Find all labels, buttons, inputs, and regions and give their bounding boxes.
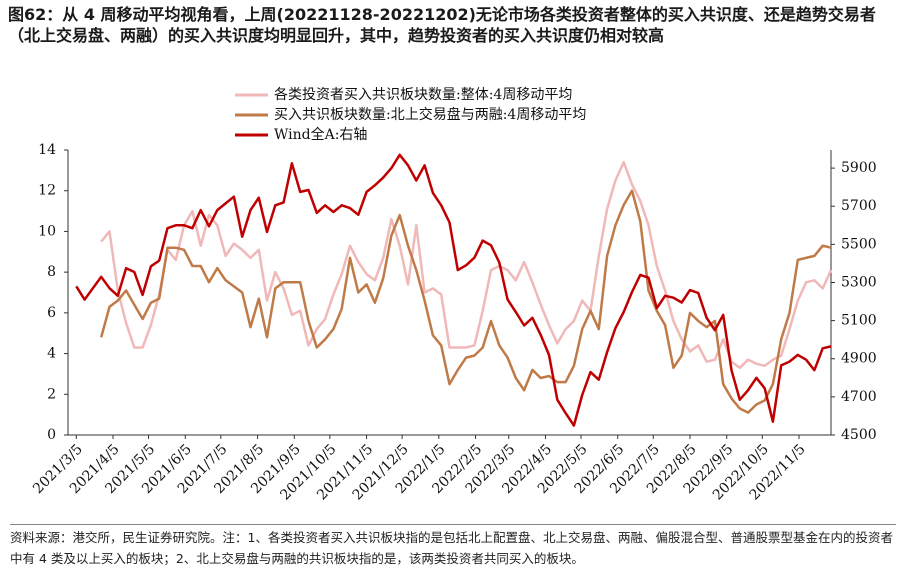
y-tick-label: 2 — [47, 386, 56, 402]
footnote: 资料来源：港交所，民生证券研究院。注：1、各类投资者买入共识板块指的是包括北上配… — [10, 524, 896, 569]
legend-label: 各类投资者买入共识板块数量:整体:4周移动平均 — [274, 87, 572, 103]
chart-title: 图62：从 4 周移动平均视角看，上周(20221128-20221202)无论… — [8, 5, 876, 45]
series-line — [99, 189, 832, 414]
y2-tick-label: 5300 — [841, 274, 877, 290]
legend-label: Wind全A:右轴 — [274, 126, 367, 143]
series-line — [75, 153, 832, 427]
y2-tick-label: 5100 — [841, 313, 877, 329]
y-tick-label: 12 — [38, 183, 56, 199]
y-tick-label: 14 — [38, 142, 56, 158]
y-tick-label: 10 — [38, 223, 56, 239]
y-tick-label: 8 — [47, 264, 56, 280]
chart: 0 2 4 6 8 10 12 14 4500 4700 4900 5100 5300 5500 5700 5… — [30, 87, 877, 503]
y2-tick-label: 5500 — [841, 236, 877, 252]
y-tick-label: 4 — [47, 346, 56, 362]
series-line — [100, 160, 833, 370]
y2-tick-label: 5900 — [841, 160, 877, 176]
y2-tick-label: 4500 — [841, 427, 877, 443]
legend-label: 买入共识板块数量:北上交易盘与两融:4周移动平均 — [274, 106, 586, 123]
y-tick-label: 0 — [47, 427, 56, 443]
y-tick-label: 6 — [47, 305, 56, 321]
y2-tick-label: 4900 — [841, 351, 877, 367]
y2-tick-label: 4700 — [841, 389, 877, 405]
y2-tick-label: 5700 — [841, 198, 877, 214]
